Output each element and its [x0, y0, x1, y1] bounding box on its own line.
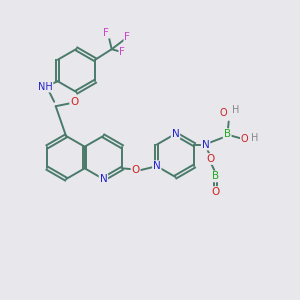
- Text: NH: NH: [38, 82, 52, 92]
- Text: B: B: [212, 171, 219, 182]
- Text: H: H: [251, 133, 259, 143]
- Text: F: F: [119, 47, 125, 57]
- Text: N: N: [153, 161, 161, 171]
- Text: O: O: [241, 134, 248, 145]
- Text: O: O: [212, 187, 220, 197]
- Text: F: F: [103, 28, 109, 38]
- Text: O: O: [70, 97, 78, 107]
- Text: N: N: [172, 129, 179, 139]
- Text: H: H: [232, 105, 239, 115]
- Text: O: O: [220, 108, 227, 118]
- Text: B: B: [224, 129, 231, 139]
- Text: N: N: [202, 140, 209, 150]
- Text: N: N: [100, 174, 107, 184]
- Text: F: F: [124, 32, 130, 42]
- Text: O: O: [206, 154, 214, 164]
- Text: O: O: [131, 165, 140, 175]
